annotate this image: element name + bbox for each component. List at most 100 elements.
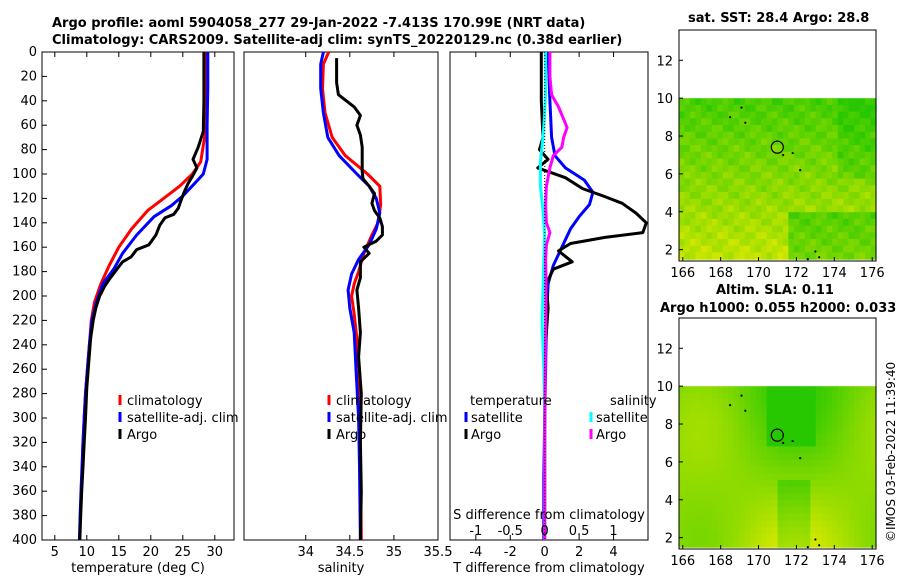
sst_map-heatmap-cell [799, 212, 806, 220]
sst_map-heatmap-cell [761, 151, 768, 160]
sst_map-heatmap-cell [848, 111, 855, 119]
sla_map-heatmap-cell [761, 419, 768, 427]
sst_map-heatmap-cell [848, 205, 855, 213]
sst_map-heatmap-cell [722, 198, 729, 207]
sla_map-heatmap-cell [854, 386, 861, 394]
sst_map-heatmap-cell [744, 252, 751, 260]
sla_map-heatmap-cell [679, 413, 686, 421]
sst_map-heatmap-cell [793, 138, 800, 146]
sla_map-heatmap-cell [695, 459, 702, 468]
sst_map-heatmap-cell [755, 245, 762, 253]
sla_map-heatmap-cell [772, 386, 779, 394]
sst_map-island-marker [806, 258, 809, 261]
sla_map-heatmap-cell [810, 520, 817, 528]
sla_map-heatmap-cell [865, 439, 872, 448]
sst_map-heatmap-cell [815, 192, 822, 200]
sla_map-heatmap-cell [799, 459, 806, 468]
sst_map-heatmap-cell [783, 138, 790, 146]
sst_map-heatmap-cell [711, 158, 718, 166]
sla_map-heatmap-cell [689, 506, 696, 515]
sst_map-heatmap-cell [821, 138, 828, 146]
sla_map-heatmap-cell [783, 386, 790, 394]
sst_map-heatmap-cell [826, 218, 833, 227]
sst_map-heatmap-cell [837, 232, 844, 240]
sst_map-heatmap-cell [832, 145, 839, 153]
sla_map-heatmap-cell [793, 480, 800, 488]
sst_map-heatmap-cell [788, 192, 795, 200]
sst_map-heatmap-cell [854, 178, 861, 186]
sst_map-heatmap-cell [761, 118, 768, 126]
sst_map-heatmap-cell [870, 165, 877, 173]
sst_map-heatmap-cell [679, 198, 686, 207]
sst_map-heatmap-cell [854, 245, 861, 253]
sst_map-heatmap-cell [772, 104, 779, 113]
sst_map-heatmap-cell [832, 225, 839, 233]
sla_map-heatmap-cell [728, 413, 735, 421]
temp-xtick-label: 25 [175, 545, 192, 560]
sst_map-heatmap-cell [865, 125, 872, 133]
sla_map-heatmap-cell [739, 473, 746, 481]
sst_map-heatmap-cell [793, 165, 800, 173]
sla_map-heatmap-cell [843, 466, 850, 474]
sst_map-heatmap-cell [788, 185, 795, 193]
figure-title-line-1: Argo profile: aoml 5904058_277 29-Jan-20… [52, 16, 586, 31]
sla_map-heatmap-cell [717, 527, 724, 535]
temp-xtick-label: 30 [207, 545, 224, 560]
sst_map-heatmap-cell [870, 192, 877, 200]
sla_map-heatmap-cell [722, 466, 729, 474]
sst_map-heatmap-cell [722, 158, 729, 166]
sst_map-heatmap-cell [826, 145, 833, 153]
sst_map-heatmap-cell [755, 98, 762, 106]
sla_map-heatmap-cell [689, 439, 696, 448]
sst_map-heatmap-cell [788, 104, 795, 113]
sla_map-heatmap-cell [689, 459, 696, 468]
sla_map-heatmap-cell [804, 386, 811, 394]
sla_map-heatmap-cell [777, 513, 784, 521]
sla_map-heatmap-cell [854, 392, 861, 401]
sst_map-heatmap-cell [788, 131, 795, 139]
sla_map-heatmap-cell [815, 433, 822, 441]
sst_map-heatmap-cell [870, 151, 877, 160]
sla_map-heatmap-cell [815, 446, 822, 454]
sla_map-heatmap-cell [843, 459, 850, 468]
sla_map-heatmap-cell [799, 533, 806, 541]
sla_map-heatmap-cell [837, 480, 844, 488]
sla_map-heatmap-cell [832, 406, 839, 414]
sst_map-heatmap-cell [755, 118, 762, 126]
sst_map-heatmap-cell [859, 212, 866, 220]
sst_map-heatmap-cell [826, 111, 833, 119]
sst_map-heatmap-cell [804, 245, 811, 253]
sst_map-xtick-label: 174 [822, 266, 847, 281]
sst_map-heatmap-cell [793, 185, 800, 193]
sst_map-axes-frame [678, 29, 877, 262]
sla_map-heatmap-cell [865, 513, 872, 521]
sla_map-heatmap-cell [799, 480, 806, 488]
sla_map-heatmap-cell [772, 540, 779, 548]
sla_map-heatmap-cell [684, 426, 691, 434]
sla_map-heatmap-cell [859, 473, 866, 481]
sst_map-heatmap-cell [843, 131, 850, 139]
sla_map-heatmap-cell [722, 493, 729, 501]
sla_map-heatmap-cell [854, 493, 861, 501]
sla_map-heatmap-cell [711, 500, 718, 508]
sst_map-heatmap-cell [837, 245, 844, 253]
sla_map-heatmap-cell [793, 466, 800, 474]
sst_map-heatmap-cell [711, 98, 718, 106]
sst_map-heatmap-cell [832, 205, 839, 213]
sla_map-heatmap-cell [722, 386, 729, 394]
sla_map-heatmap-cell [711, 540, 718, 548]
sst_map-heatmap-cell [788, 158, 795, 166]
sst_map-heatmap-cell [783, 232, 790, 240]
sst_map-island-marker [729, 115, 732, 119]
sst_map-heatmap-cell [739, 111, 746, 119]
sla_map-island-marker [818, 544, 821, 547]
sst_map-heatmap-cell [843, 218, 850, 227]
sst_map-heatmap-cell [793, 232, 800, 240]
sst_map-heatmap-cell [684, 205, 691, 213]
sla_map-heatmap-cell [854, 466, 861, 474]
sla_map-heatmap-cell [684, 406, 691, 414]
sst_map-heatmap-cell [717, 198, 724, 207]
sla_map-heatmap-cell [744, 520, 751, 528]
sla_map-heatmap-cell [810, 473, 817, 481]
sla_map-heatmap-cell [761, 406, 768, 414]
